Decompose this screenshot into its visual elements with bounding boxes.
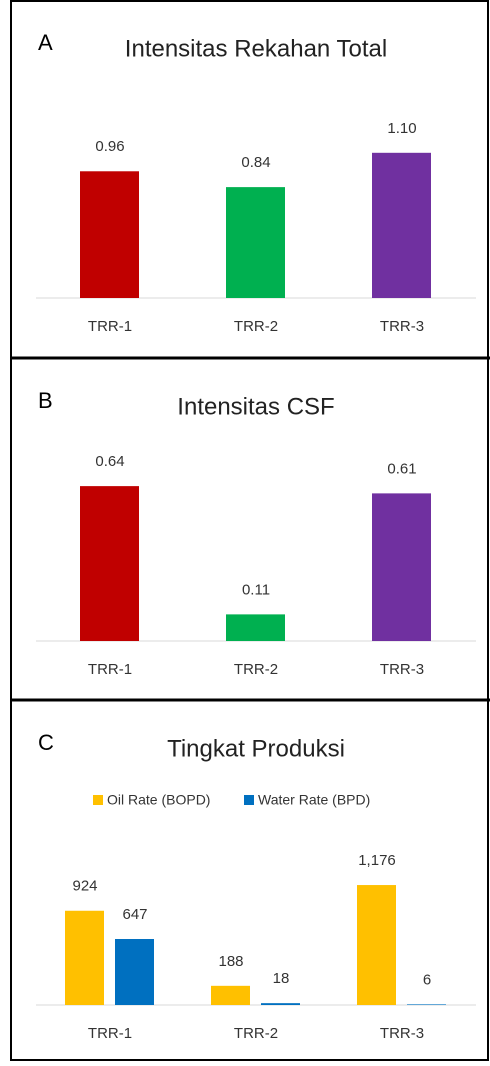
bar xyxy=(80,486,139,641)
chart-title: Tingkat Produksi xyxy=(167,735,345,762)
bar xyxy=(65,910,104,1005)
bar xyxy=(372,152,431,298)
x-tick-label: TRR-1 xyxy=(88,318,132,335)
x-tick-label: TRR-3 xyxy=(380,661,424,678)
x-tick-label: TRR-1 xyxy=(88,661,132,678)
value-label: 924 xyxy=(72,878,97,895)
bar xyxy=(357,885,396,1005)
value-label: 0.96 xyxy=(95,138,124,155)
frame xyxy=(10,0,489,1061)
x-tick-label: TRR-3 xyxy=(380,318,424,335)
legend-label: Oil Rate (BOPD) xyxy=(107,792,210,808)
x-tick-label: TRR-1 xyxy=(88,1025,132,1042)
value-label: 0.61 xyxy=(387,460,416,477)
value-label: 0.11 xyxy=(242,581,270,598)
bar xyxy=(211,985,250,1005)
bar xyxy=(407,1004,446,1005)
legend-swatch xyxy=(93,795,103,805)
bar xyxy=(80,171,139,298)
chart-title: Intensitas CSF xyxy=(177,393,334,420)
value-label: 647 xyxy=(122,906,147,923)
value-label: 1,176 xyxy=(358,852,396,869)
legend-label: Water Rate (BPD) xyxy=(258,792,370,808)
panel-label: A xyxy=(38,30,53,55)
panel-label: C xyxy=(38,730,54,755)
value-label: 18 xyxy=(273,970,290,987)
bar xyxy=(226,187,285,298)
x-tick-label: TRR-2 xyxy=(234,318,278,335)
bar xyxy=(226,614,285,641)
value-label: 1.10 xyxy=(387,120,416,137)
value-label: 6 xyxy=(423,971,431,988)
chart-title: Intensitas Rekahan Total xyxy=(125,35,387,62)
bar xyxy=(261,1003,300,1005)
x-tick-label: TRR-2 xyxy=(234,661,278,678)
bar xyxy=(372,493,431,641)
value-label: 0.64 xyxy=(95,453,124,470)
bar xyxy=(115,939,154,1005)
panel-label: B xyxy=(38,388,53,413)
value-label: 188 xyxy=(218,953,243,970)
x-tick-label: TRR-3 xyxy=(380,1025,424,1042)
x-tick-label: TRR-2 xyxy=(234,1025,278,1042)
value-label: 0.84 xyxy=(241,154,270,171)
legend-swatch xyxy=(244,795,254,805)
